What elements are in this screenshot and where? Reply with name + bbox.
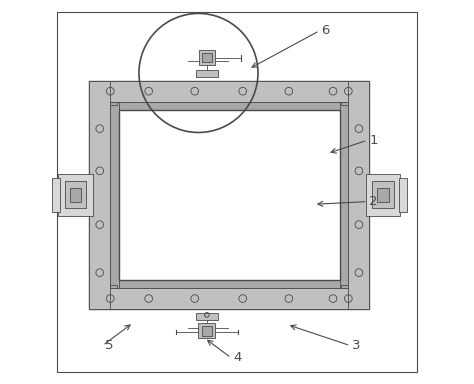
Text: 1: 1 (369, 134, 378, 147)
Text: 6: 6 (321, 24, 330, 37)
Bar (52, 178, 60, 212)
Bar (199, 323, 215, 338)
Bar (110, 102, 118, 288)
Text: 4: 4 (233, 351, 242, 364)
Text: 2: 2 (369, 195, 378, 208)
Bar (202, 53, 211, 62)
Bar (340, 102, 348, 288)
Bar (89, 81, 369, 309)
Bar (196, 70, 218, 77)
Bar (58, 174, 93, 216)
Bar (89, 81, 369, 102)
Bar (196, 313, 218, 320)
Bar (110, 102, 117, 105)
Bar (365, 174, 400, 216)
Bar (118, 110, 340, 280)
Bar (341, 102, 348, 105)
Bar (89, 288, 369, 309)
Bar (377, 188, 389, 202)
Bar (89, 81, 110, 309)
Bar (372, 181, 394, 208)
Bar (341, 285, 348, 288)
Bar (110, 280, 348, 288)
Text: 5: 5 (105, 339, 113, 352)
Bar (110, 285, 117, 288)
Bar (348, 81, 369, 309)
Bar (110, 102, 348, 110)
Text: 3: 3 (352, 339, 361, 352)
Bar (202, 326, 212, 336)
Bar (199, 50, 215, 65)
Bar (65, 181, 86, 208)
Bar (399, 178, 407, 212)
Bar (70, 188, 82, 202)
